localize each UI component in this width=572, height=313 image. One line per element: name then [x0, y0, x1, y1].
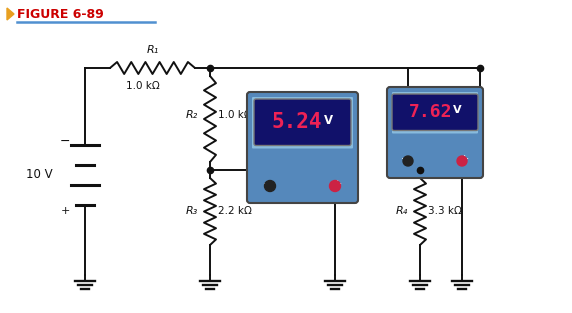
Text: 1.0 kΩ: 1.0 kΩ: [218, 110, 252, 120]
Text: V: V: [452, 105, 461, 115]
Text: 7.62: 7.62: [409, 103, 453, 121]
Circle shape: [457, 156, 467, 166]
Text: −: −: [59, 135, 70, 147]
Circle shape: [329, 181, 340, 192]
Text: 3.3 kΩ: 3.3 kΩ: [428, 207, 462, 217]
Text: −: −: [402, 154, 411, 164]
Text: V: V: [324, 114, 333, 127]
Text: 1.0 kΩ: 1.0 kΩ: [126, 81, 160, 91]
FancyBboxPatch shape: [247, 92, 358, 203]
FancyBboxPatch shape: [392, 92, 478, 134]
FancyBboxPatch shape: [387, 87, 483, 178]
Text: R₂: R₂: [186, 110, 198, 120]
Text: R₄: R₄: [396, 207, 408, 217]
FancyBboxPatch shape: [392, 94, 478, 131]
Text: +: +: [60, 206, 70, 216]
Text: 5.24: 5.24: [271, 112, 321, 132]
Text: 2.2 kΩ: 2.2 kΩ: [218, 207, 252, 217]
FancyBboxPatch shape: [254, 99, 351, 146]
Text: +: +: [332, 179, 341, 189]
Text: FIGURE 6-89: FIGURE 6-89: [17, 8, 104, 20]
Text: +: +: [459, 154, 468, 164]
Polygon shape: [7, 8, 14, 20]
Text: 10 V: 10 V: [26, 168, 53, 182]
Text: −: −: [263, 179, 273, 189]
Circle shape: [264, 181, 276, 192]
FancyBboxPatch shape: [252, 97, 353, 148]
Text: R₃: R₃: [186, 207, 198, 217]
Circle shape: [403, 156, 413, 166]
Text: R₁: R₁: [146, 45, 158, 55]
